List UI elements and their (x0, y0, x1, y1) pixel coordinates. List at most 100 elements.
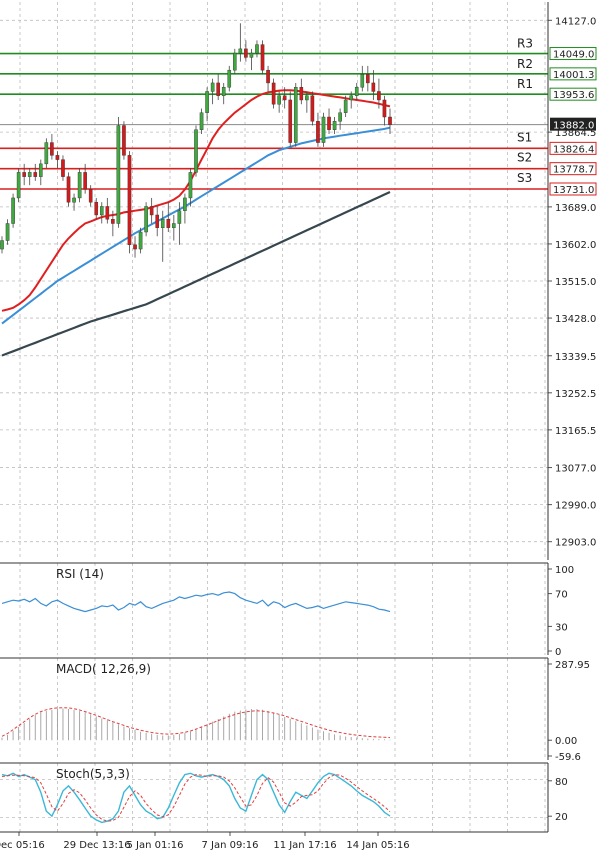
macd-tick-label: -59.6 (555, 752, 581, 763)
candle-body (44, 142, 49, 165)
price-axis: 14127.0 13864.5 13689.0 13602.0 13515.0 13428… (548, 16, 596, 549)
candle (349, 91, 354, 109)
level-value-r2: 14001.3 (553, 70, 594, 81)
candle-body (382, 99, 387, 118)
candle (155, 206, 160, 237)
candle (149, 197, 154, 224)
macd-title: MACD( 12,26,9) (56, 662, 151, 676)
level-name-r3: R3 (517, 37, 533, 51)
candle-body (166, 219, 171, 228)
price-tick-label: 13689.0 (555, 203, 596, 214)
candle-body (144, 206, 148, 233)
rsi-title: RSI (14) (56, 567, 104, 581)
candle-body (232, 52, 237, 71)
candle (111, 210, 115, 237)
candle (116, 117, 121, 228)
panel-frames (0, 2, 549, 833)
macd-tick-label: 0.00 (555, 736, 577, 747)
candle-body (33, 172, 38, 177)
candle-body (5, 223, 10, 241)
price-tick-label: 13428.0 (555, 314, 596, 325)
level-name-s2: S2 (517, 151, 532, 165)
candle (227, 65, 232, 92)
candle (354, 82, 359, 100)
candle-body (271, 82, 276, 105)
price-tick-label: 13339.5 (555, 352, 596, 363)
candle-body (216, 82, 220, 96)
candle (277, 91, 281, 113)
candle-body (133, 244, 137, 250)
candle (366, 65, 370, 92)
macd-panel: MACD( 12,26,9) 287.95 0.00 -59.6 (1, 660, 590, 763)
candle (194, 125, 198, 177)
candle-body (282, 95, 287, 101)
candle-body (305, 95, 309, 101)
level-value-s1: 13826.4 (553, 144, 594, 155)
time-axis: Dec 05:16 29 Dec 13:165 Jan 01:16 7 Jan 09… (0, 832, 410, 851)
candle (27, 168, 32, 186)
candle (293, 82, 298, 147)
candle (238, 23, 243, 62)
levels-layer: R3 14049.0 R2 14001.3 R1 13953.6 S1 13826.4 S2 13… (0, 37, 597, 196)
ma-mid-line (1, 126, 391, 325)
price-tick-label: 13165.5 (555, 426, 596, 437)
candle (327, 108, 331, 135)
level-badge-s2 (549, 162, 597, 176)
candle-body (321, 116, 326, 143)
candle (55, 151, 60, 169)
rsi-tick-label: 100 (555, 565, 574, 576)
candle-body (338, 112, 342, 122)
candle (33, 163, 38, 181)
candle (50, 134, 54, 160)
candle-body (99, 206, 104, 216)
level-name-r2: R2 (517, 57, 533, 71)
candle (22, 163, 26, 186)
candle-body (27, 172, 32, 177)
stoch-title: Stoch(5,3,3) (56, 767, 130, 781)
candle-body (72, 197, 76, 203)
candle-body (88, 189, 93, 203)
candle-body (66, 176, 71, 203)
candle (249, 48, 254, 71)
level-badge-r2 (549, 67, 597, 81)
candle (160, 210, 165, 262)
candle-body (183, 197, 187, 211)
level-badge-r3 (549, 47, 597, 61)
candle (305, 91, 309, 113)
rsi-tick-label: 0 (555, 647, 561, 658)
candle-body (288, 99, 293, 143)
candle-body (260, 44, 265, 71)
macd-tick-label: 287.95 (555, 660, 590, 671)
candle (299, 78, 304, 105)
price-tick-label: 12903.0 (555, 538, 596, 549)
candle (77, 168, 82, 203)
candle-body (199, 112, 204, 130)
candle-body (244, 48, 248, 58)
candle (360, 65, 365, 92)
candle (288, 91, 293, 147)
candle-body (327, 116, 331, 130)
time-tick-label: 29 Dec 13:16 (63, 840, 130, 851)
candle-body (55, 155, 60, 160)
rsi-panel: RSI (14) 100 70 30 0 (1, 565, 574, 658)
candle-body (194, 129, 198, 173)
price-tick-label: 13252.5 (555, 389, 596, 400)
candle-body (343, 99, 348, 113)
candle-body (349, 95, 354, 101)
candle-body (160, 219, 165, 228)
candle-body (255, 44, 259, 54)
time-tick-label: 5 Jan 01:16 (127, 840, 184, 851)
stoch-tick-label: 20 (555, 812, 568, 823)
current-price-label: 13882.0 (553, 121, 594, 132)
time-tick-label: 7 Jan 09:16 (202, 840, 259, 851)
time-tick-label: 14 Jan 05:16 (346, 840, 409, 851)
candle-body (354, 86, 359, 96)
candle (138, 227, 143, 254)
candle-body (266, 69, 270, 84)
candle-body (22, 172, 26, 177)
candle-body (172, 223, 176, 228)
candle-body (293, 86, 298, 143)
candle-body (116, 125, 121, 224)
